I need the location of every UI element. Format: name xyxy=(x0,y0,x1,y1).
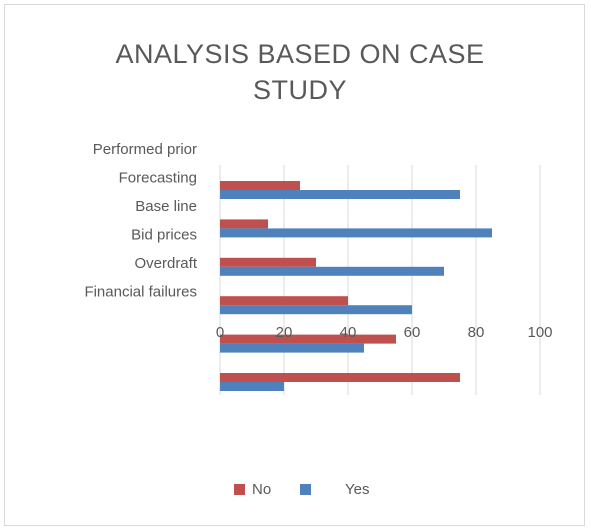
bar xyxy=(220,219,268,229)
legend-swatch xyxy=(300,484,311,495)
y-tick-label: Performed prior xyxy=(93,141,197,158)
bar xyxy=(220,296,348,306)
bar xyxy=(220,228,492,238)
bar xyxy=(220,266,444,276)
y-tick-label: Base line xyxy=(135,198,197,215)
bar xyxy=(220,305,412,315)
y-tick-label: Forecasting xyxy=(119,169,197,186)
chart-title: ANALYSIS BASED ON CASE STUDY xyxy=(115,39,485,105)
chart-frame xyxy=(4,4,585,526)
x-tick-label: 80 xyxy=(468,324,485,341)
bar xyxy=(220,343,364,353)
bar xyxy=(220,373,460,382)
x-tick-label: 60 xyxy=(404,324,421,341)
bar xyxy=(220,181,300,190)
y-tick-label: Bid prices xyxy=(131,226,197,243)
bar xyxy=(220,334,396,344)
x-tick-label: 20 xyxy=(276,324,293,341)
bar xyxy=(220,257,316,267)
y-tick-label: Financial failures xyxy=(84,283,197,300)
bar xyxy=(220,190,460,199)
y-tick-label: Overdraft xyxy=(134,255,197,272)
legend-label: No xyxy=(252,481,271,498)
legend-label: Yes xyxy=(345,481,369,498)
legend-swatch xyxy=(234,484,245,495)
bar xyxy=(220,382,284,391)
x-tick-label: 0 xyxy=(216,324,224,341)
x-tick-label: 100 xyxy=(527,324,552,341)
x-tick-label: 40 xyxy=(340,324,357,341)
